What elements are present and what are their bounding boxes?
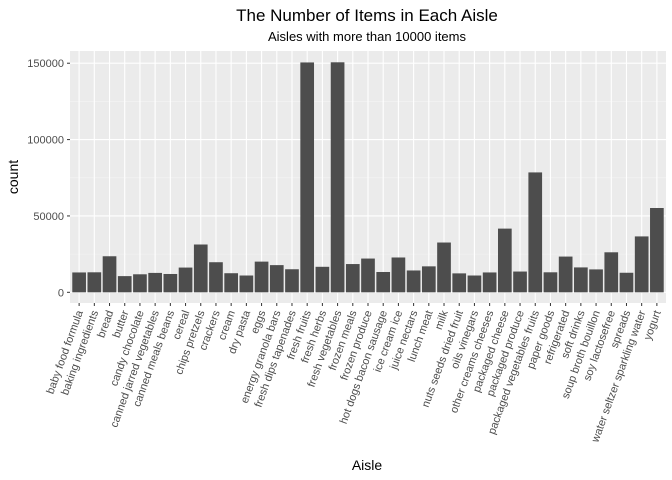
- bar: [406, 270, 421, 293]
- bar: [102, 256, 117, 293]
- bar: [269, 265, 284, 293]
- bar: [497, 228, 512, 293]
- bar: [634, 236, 649, 293]
- bar: [421, 266, 436, 293]
- bar: [543, 272, 558, 293]
- bar: [193, 244, 208, 293]
- y-axis-title: count: [5, 160, 21, 194]
- bar: [330, 62, 345, 293]
- bars: [72, 62, 664, 293]
- bar: [148, 272, 162, 293]
- bar: [285, 269, 299, 293]
- bar: [528, 172, 543, 293]
- bar: [467, 275, 482, 293]
- y-tick-label: 150000: [27, 58, 64, 70]
- y-tick-label: 0: [58, 287, 64, 299]
- chart-title: The Number of Items in Each Aisle: [236, 6, 498, 25]
- bar: [558, 256, 573, 293]
- bar: [209, 262, 223, 293]
- bar: [224, 273, 239, 293]
- bar: [604, 252, 619, 293]
- bar: [163, 273, 178, 293]
- y-tick-label: 100000: [27, 135, 64, 147]
- bar: [178, 267, 193, 293]
- bar: [239, 275, 254, 293]
- bar: [133, 274, 147, 293]
- bar: [376, 271, 391, 293]
- y-axis-ticks: 0 50000 100000 150000: [27, 58, 70, 299]
- bar: [437, 242, 451, 293]
- y-tick-label: 50000: [33, 211, 64, 223]
- bar: [513, 271, 527, 293]
- bar: [87, 272, 102, 293]
- bar: [619, 272, 634, 293]
- bar: [650, 208, 664, 293]
- bar: [391, 257, 406, 293]
- chart-subtitle: Aisles with more than 10000 items: [268, 29, 466, 44]
- bar: [589, 269, 603, 293]
- bar: [72, 272, 86, 293]
- bar: [452, 273, 467, 293]
- bar: [117, 276, 132, 293]
- x-axis-title: Aisle: [352, 457, 383, 473]
- bar: [345, 264, 360, 293]
- bar: [361, 258, 375, 293]
- bar: [482, 272, 497, 293]
- bar: [300, 62, 315, 293]
- bar: [315, 266, 330, 293]
- bar: [574, 267, 588, 293]
- bar: [254, 261, 269, 293]
